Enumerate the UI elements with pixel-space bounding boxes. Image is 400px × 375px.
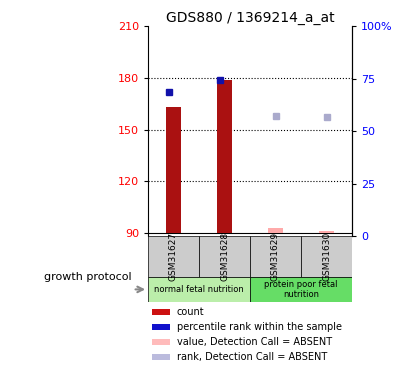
Bar (152, 309, 170, 315)
Bar (152, 324, 170, 330)
Bar (166, 107, 181, 233)
Text: GSM31629: GSM31629 (271, 232, 280, 281)
Bar (268, 228, 283, 233)
Text: percentile rank within the sample: percentile rank within the sample (176, 322, 342, 332)
Bar (319, 231, 334, 233)
Text: protein poor fetal
nutrition: protein poor fetal nutrition (264, 280, 338, 299)
Bar (148, 277, 250, 302)
Text: rank, Detection Call = ABSENT: rank, Detection Call = ABSENT (176, 352, 327, 362)
Text: GSM31630: GSM31630 (322, 232, 331, 281)
Text: value, Detection Call = ABSENT: value, Detection Call = ABSENT (176, 337, 332, 347)
Bar (250, 236, 301, 277)
Text: normal fetal nutrition: normal fetal nutrition (154, 285, 244, 294)
Bar (148, 236, 199, 277)
Text: GSM31627: GSM31627 (169, 232, 178, 281)
Text: GSM31628: GSM31628 (220, 232, 229, 281)
Bar (250, 277, 352, 302)
Bar (199, 236, 250, 277)
Bar (217, 80, 232, 233)
Text: growth protocol: growth protocol (44, 272, 132, 282)
Bar (152, 339, 170, 345)
Bar (301, 236, 352, 277)
Title: GDS880 / 1369214_a_at: GDS880 / 1369214_a_at (166, 11, 334, 25)
Text: count: count (176, 307, 204, 317)
Bar (152, 354, 170, 360)
